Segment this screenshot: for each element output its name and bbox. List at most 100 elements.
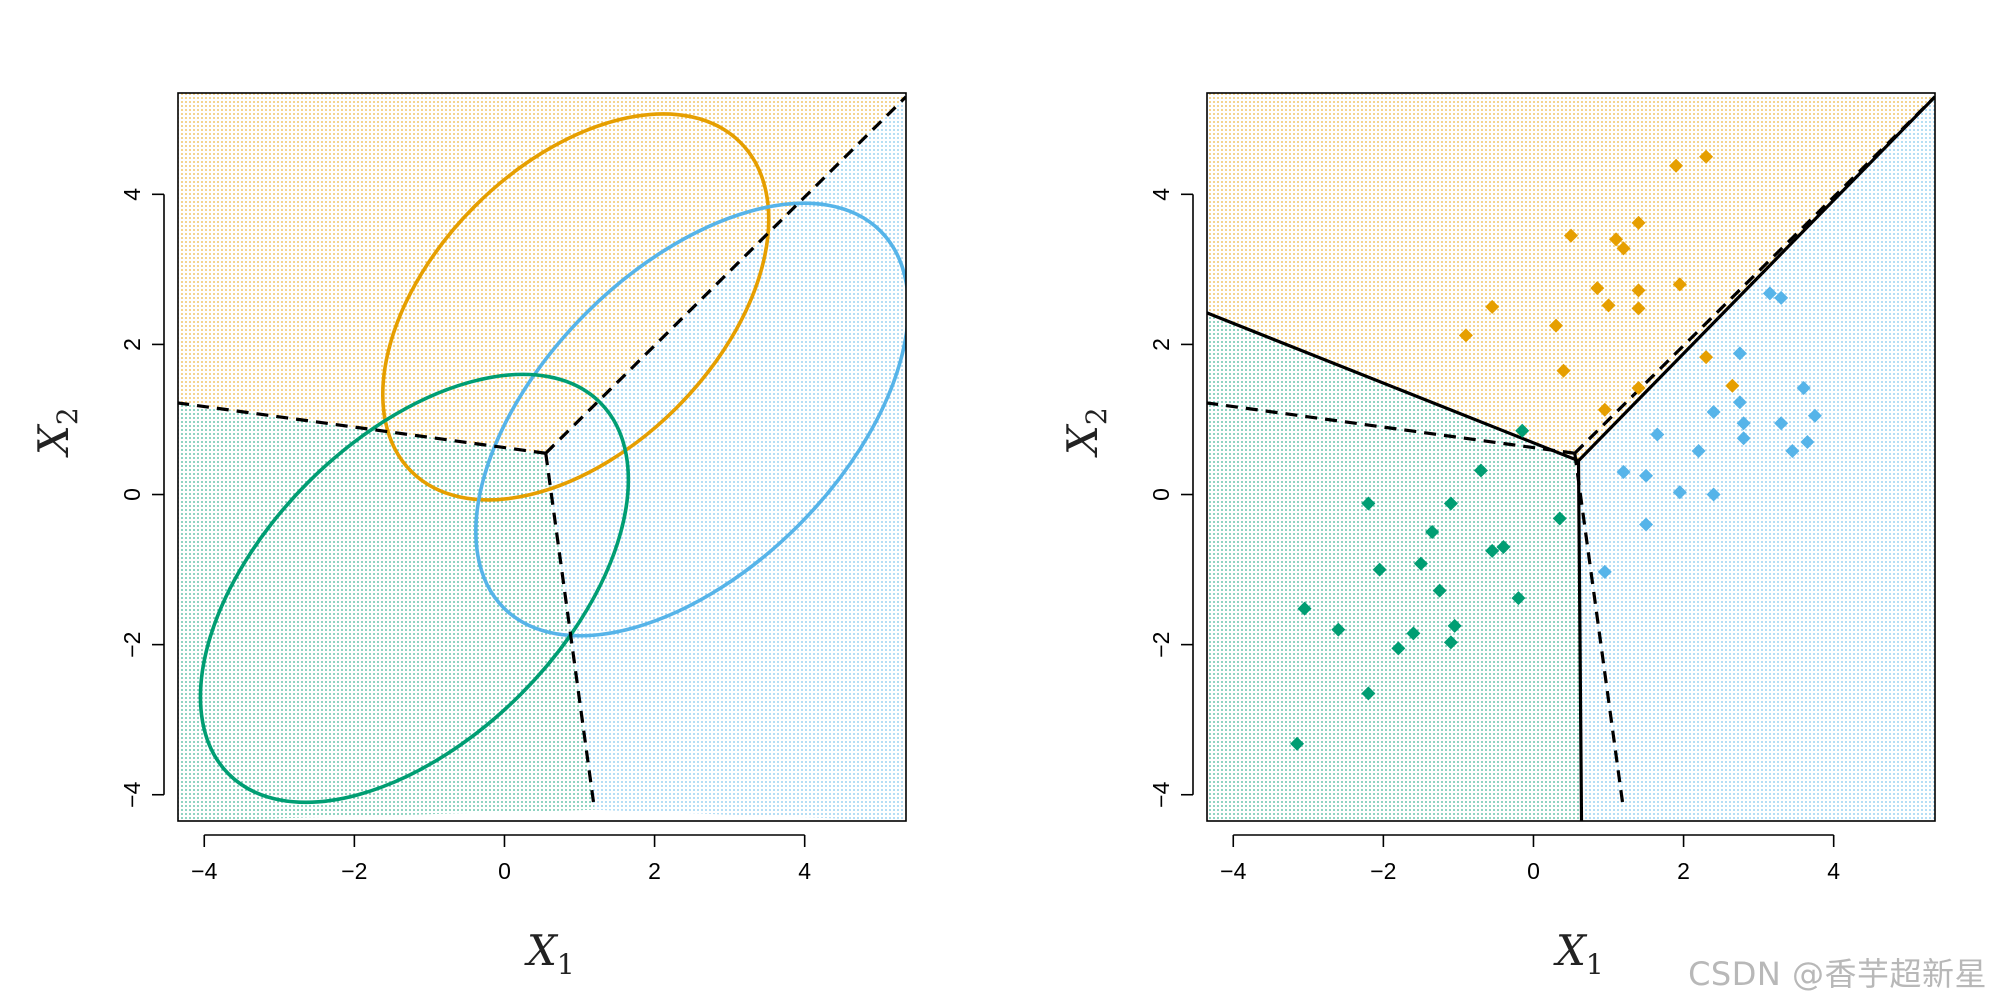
bayes-boundary — [544, 95, 906, 455]
lda-boundary — [1577, 95, 1935, 462]
point-green — [1425, 525, 1440, 540]
y-tick-label: 4 — [119, 188, 145, 201]
ellipse-blue — [474, 201, 906, 638]
point-orange — [1609, 232, 1624, 247]
point-blue — [1732, 346, 1747, 361]
boundaries — [1207, 95, 1935, 821]
point-green — [1297, 601, 1312, 616]
point-orange — [1669, 158, 1684, 173]
x-tick-label: 0 — [1527, 858, 1540, 884]
point-orange — [1725, 378, 1740, 393]
region-green — [178, 402, 595, 821]
ellipse-orange — [381, 112, 771, 502]
decision-regions — [178, 93, 906, 821]
x-tick-label: −2 — [1370, 858, 1396, 884]
point-blue — [1774, 416, 1789, 431]
y-axis-title: X2 — [1058, 407, 1113, 458]
point-orange — [1458, 328, 1473, 343]
point-orange — [1548, 318, 1563, 333]
point-green — [1432, 583, 1447, 598]
point-green — [1413, 556, 1428, 571]
point-blue — [1639, 468, 1654, 483]
point-orange — [1485, 299, 1500, 314]
bayes-boundary — [178, 401, 546, 455]
x-axis-title: X1 — [524, 926, 575, 981]
point-blue — [1774, 290, 1789, 305]
ellipse-green — [198, 372, 631, 805]
point-orange — [1631, 301, 1646, 316]
y-tick-label: −4 — [1148, 781, 1174, 807]
point-orange — [1564, 228, 1578, 243]
y-tick-label: −2 — [119, 632, 145, 658]
x-tick-label: −4 — [191, 858, 217, 884]
x-tick-label: 4 — [1827, 858, 1840, 884]
y-tick-label: −4 — [119, 781, 145, 807]
point-green — [1361, 686, 1376, 701]
point-orange — [1699, 149, 1714, 164]
point-orange — [1616, 241, 1631, 256]
x-tick-label: 2 — [648, 858, 661, 884]
point-green — [1496, 540, 1511, 555]
x-tick-label: −2 — [341, 858, 367, 884]
region-orange — [1207, 93, 1935, 461]
y-tick-label: 2 — [1148, 338, 1174, 351]
point-green — [1361, 496, 1376, 511]
x-tick-label: 0 — [498, 858, 511, 884]
x-axis-title: X1 — [1553, 926, 1604, 981]
point-green — [1290, 736, 1305, 751]
plot-frame — [177, 92, 907, 822]
watermark: CSDN @香芋超新星 — [1688, 955, 1987, 993]
right-panel: −4 −2 0 2 4 −4 −2 0 2 4 X1 X2 — [1058, 92, 1936, 981]
point-green — [1473, 463, 1488, 478]
point-blue — [1800, 434, 1815, 449]
y-axis-title: X2 — [29, 407, 84, 458]
point-orange — [1601, 298, 1616, 313]
point-green — [1485, 543, 1500, 558]
region-orange — [178, 93, 906, 454]
y-tick-label: −2 — [1148, 632, 1174, 658]
point-orange — [1631, 215, 1646, 230]
plot-frame — [1206, 92, 1936, 822]
bayes-boundary — [1207, 401, 1575, 455]
bayes-boundaries — [178, 95, 906, 810]
point-orange — [1556, 363, 1571, 378]
point-blue — [1650, 427, 1665, 442]
region-blue — [545, 96, 906, 821]
point-blue — [1796, 380, 1811, 395]
point-orange — [1631, 283, 1646, 298]
point-blue — [1706, 487, 1721, 502]
point-orange — [1631, 380, 1646, 395]
class-ellipses — [198, 112, 906, 805]
point-blue — [1639, 517, 1654, 532]
observations — [1290, 149, 1822, 751]
point-green — [1443, 496, 1458, 511]
decision-regions — [1207, 93, 1935, 821]
point-orange — [1590, 281, 1605, 296]
point-blue — [1736, 431, 1751, 446]
point-blue — [1736, 416, 1751, 431]
point-orange — [1672, 277, 1687, 292]
point-blue — [1785, 443, 1800, 458]
x-tick-label: 2 — [1677, 858, 1690, 884]
point-orange — [1597, 402, 1612, 417]
axes: −4 −2 0 2 4 −4 −2 0 2 4 — [119, 188, 811, 884]
y-tick-label: 0 — [119, 488, 145, 501]
point-blue — [1762, 286, 1777, 301]
point-blue — [1706, 404, 1721, 419]
y-tick-label: 0 — [1148, 488, 1174, 501]
left-panel: −4 −2 0 2 4 −4 −2 0 2 4 X1 X2 — [29, 92, 907, 981]
point-green — [1443, 635, 1458, 650]
point-blue — [1616, 465, 1631, 480]
point-green — [1391, 641, 1406, 656]
lda-boundary — [1207, 311, 1580, 463]
point-blue — [1672, 485, 1687, 500]
point-blue — [1807, 408, 1822, 423]
point-green — [1447, 618, 1462, 633]
region-blue — [1578, 96, 1935, 821]
point-blue — [1691, 443, 1706, 458]
axes: −4 −2 0 2 4 −4 −2 0 2 4 — [1148, 188, 1840, 884]
lda-boundary — [1576, 460, 1584, 821]
point-green — [1515, 423, 1530, 438]
point-green — [1511, 591, 1526, 606]
